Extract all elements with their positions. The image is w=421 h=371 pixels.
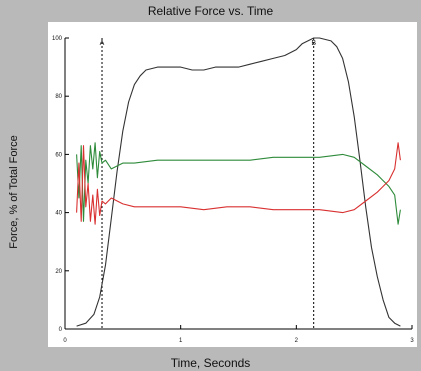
marker-label: A bbox=[100, 40, 105, 47]
x-tick-label: 2 bbox=[295, 338, 299, 344]
series-lines bbox=[76, 37, 401, 327]
plot-background bbox=[48, 22, 417, 347]
marker-label: B bbox=[311, 40, 316, 47]
series-line bbox=[76, 142, 401, 225]
x-tick-label: 1 bbox=[179, 338, 183, 344]
x-axis-label: Time, Seconds bbox=[170, 356, 251, 370]
series-line bbox=[76, 37, 401, 327]
y-tick-label: 80 bbox=[55, 94, 62, 100]
y-tick-label: 20 bbox=[55, 269, 62, 275]
y-tick-label: 100 bbox=[52, 36, 63, 42]
x-tick-label: 0 bbox=[63, 338, 67, 344]
series-line bbox=[76, 142, 401, 225]
y-tick-label: 0 bbox=[59, 327, 63, 333]
chart-title: Relative Force vs. Time bbox=[147, 4, 274, 18]
x-tick-label: 3 bbox=[410, 338, 414, 344]
y-tick-label: 40 bbox=[55, 211, 62, 217]
axes: 0 20 40 60 80 100 0 1 2 3 bbox=[52, 36, 414, 344]
y-tick-label: 60 bbox=[55, 152, 62, 158]
